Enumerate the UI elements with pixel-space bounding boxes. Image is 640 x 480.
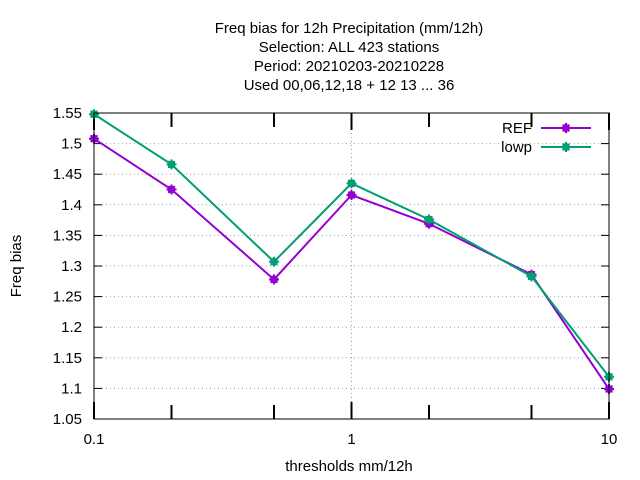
- plot-frame: [93, 112, 610, 420]
- y-tick-labels: 1.05 1.1 1.15 1.2 1.25 1.3 1.35 1.4 1.45 1.5 1.55: [53, 105, 82, 428]
- y-tick-label: 1.3: [61, 258, 82, 275]
- data-point-lowp: [424, 214, 435, 225]
- x-tick-label: 10: [601, 431, 618, 448]
- y-tick-label: 1.4: [61, 197, 82, 214]
- y-axis-label: Freq bias: [8, 235, 25, 298]
- chart-title: Freq bias for 12h Precipitation (mm/12h)…: [215, 20, 483, 94]
- x-tick-label: 0.1: [84, 431, 105, 448]
- y-tick-label: 1.55: [53, 105, 82, 122]
- y-tick-label: 1.15: [53, 350, 82, 367]
- title-line-1: Freq bias for 12h Precipitation (mm/12h): [215, 20, 483, 37]
- title-line-3: Period: 20210203-20210228: [254, 58, 444, 75]
- y-tick-label: 1.2: [61, 319, 82, 336]
- legend-label-lowp: lowp: [501, 139, 532, 156]
- title-line-2: Selection: ALL 423 stations: [259, 39, 439, 56]
- y-tick-label: 1.5: [61, 136, 82, 153]
- series: [89, 109, 614, 395]
- y-tick-label: 1.05: [53, 411, 82, 428]
- data-point-lowp: [268, 256, 279, 267]
- legend: REF lowp: [501, 120, 591, 156]
- series-line-ref: [93, 137, 610, 390]
- title-line-4: Used 00,06,12,18 + 12 13 ... 36: [244, 77, 455, 94]
- y-tick-label: 1.45: [53, 166, 82, 183]
- legend-marker-lowp: [561, 142, 571, 152]
- data-point-lowp: [346, 178, 357, 189]
- x-tick-labels: 0.1 1 10: [84, 431, 618, 448]
- data-point-ref: [268, 274, 279, 285]
- data-point-ref: [346, 190, 357, 201]
- grid: [94, 113, 609, 419]
- x-axis-label: thresholds mm/12h: [285, 458, 413, 475]
- y-tick-label: 1.1: [61, 380, 82, 397]
- legend-label-ref: REF: [502, 120, 532, 137]
- data-point-lowp: [166, 159, 177, 170]
- y-tick-label: 1.25: [53, 289, 82, 306]
- data-point-ref: [166, 184, 177, 195]
- y-tick-label: 1.35: [53, 227, 82, 244]
- x-tick-label: 1: [347, 431, 355, 448]
- data-point-lowp: [526, 271, 537, 282]
- legend-marker-ref: [561, 123, 571, 133]
